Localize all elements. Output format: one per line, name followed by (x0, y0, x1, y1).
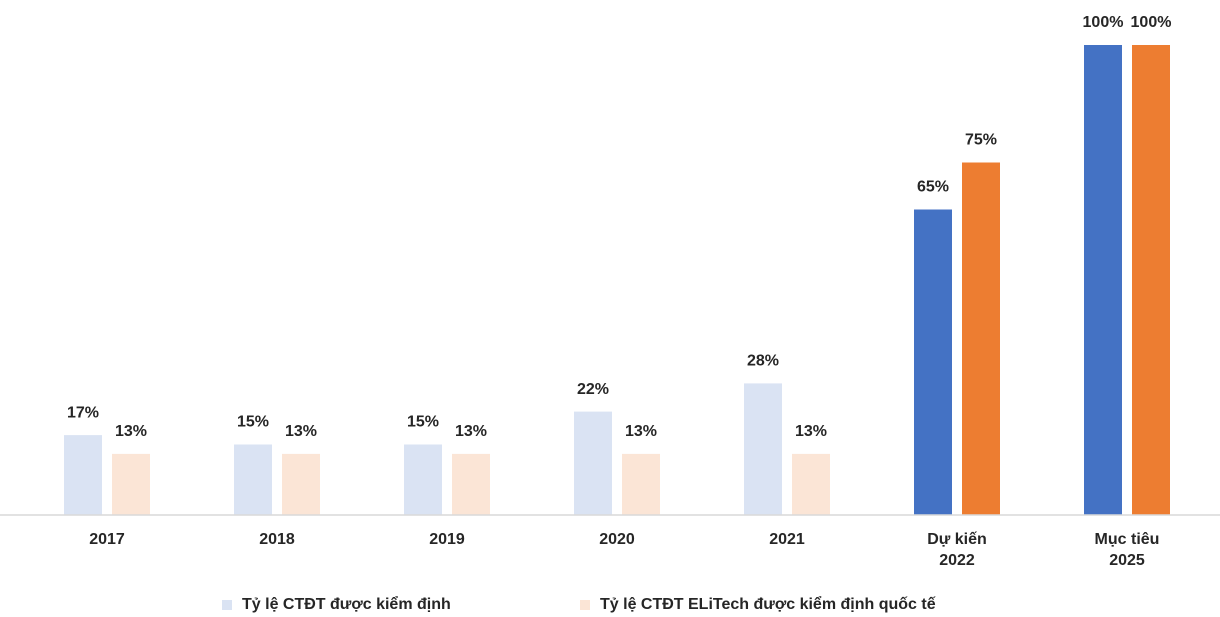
value-label: 13% (625, 423, 657, 440)
value-label: 17% (67, 404, 99, 421)
value-label: 100% (1131, 14, 1172, 31)
legend-swatch (222, 600, 232, 610)
bar (962, 162, 1000, 515)
bar (234, 444, 272, 515)
bar (404, 444, 442, 515)
x-tick-label: Dự kiến 2022 (927, 531, 987, 569)
bar (914, 209, 952, 515)
value-label: 65% (917, 179, 949, 196)
value-label: 15% (237, 414, 269, 431)
legend-swatch (580, 600, 590, 610)
x-tick-label: 2017 (89, 531, 125, 548)
x-tick-label: 2020 (599, 531, 635, 548)
bar (1084, 45, 1122, 515)
value-label: 75% (965, 132, 997, 149)
value-label: 13% (115, 423, 147, 440)
x-tick-label: 2019 (429, 531, 465, 548)
bar (452, 453, 490, 515)
bar (64, 435, 102, 515)
bar (112, 453, 150, 515)
bar (622, 453, 660, 515)
legend-label: Tỷ lệ CTĐT được kiểm định (242, 595, 451, 613)
bar (574, 411, 612, 515)
bar (1132, 45, 1170, 515)
value-label: 13% (285, 423, 317, 440)
bar (792, 453, 830, 515)
x-tick-label: 2018 (259, 531, 295, 548)
bar (744, 383, 782, 515)
value-label: 100% (1083, 14, 1124, 31)
value-label: 22% (577, 381, 609, 398)
value-label: 15% (407, 414, 439, 431)
value-label: 13% (455, 423, 487, 440)
x-tick-label: 2021 (769, 531, 805, 548)
value-label: 28% (747, 353, 779, 370)
legend-label: Tỷ lệ CTĐT ELiTech được kiểm định quốc t… (600, 595, 936, 613)
value-label: 13% (795, 423, 827, 440)
bar (282, 453, 320, 515)
x-tick-label: Mục tiêu 2025 (1095, 531, 1160, 569)
